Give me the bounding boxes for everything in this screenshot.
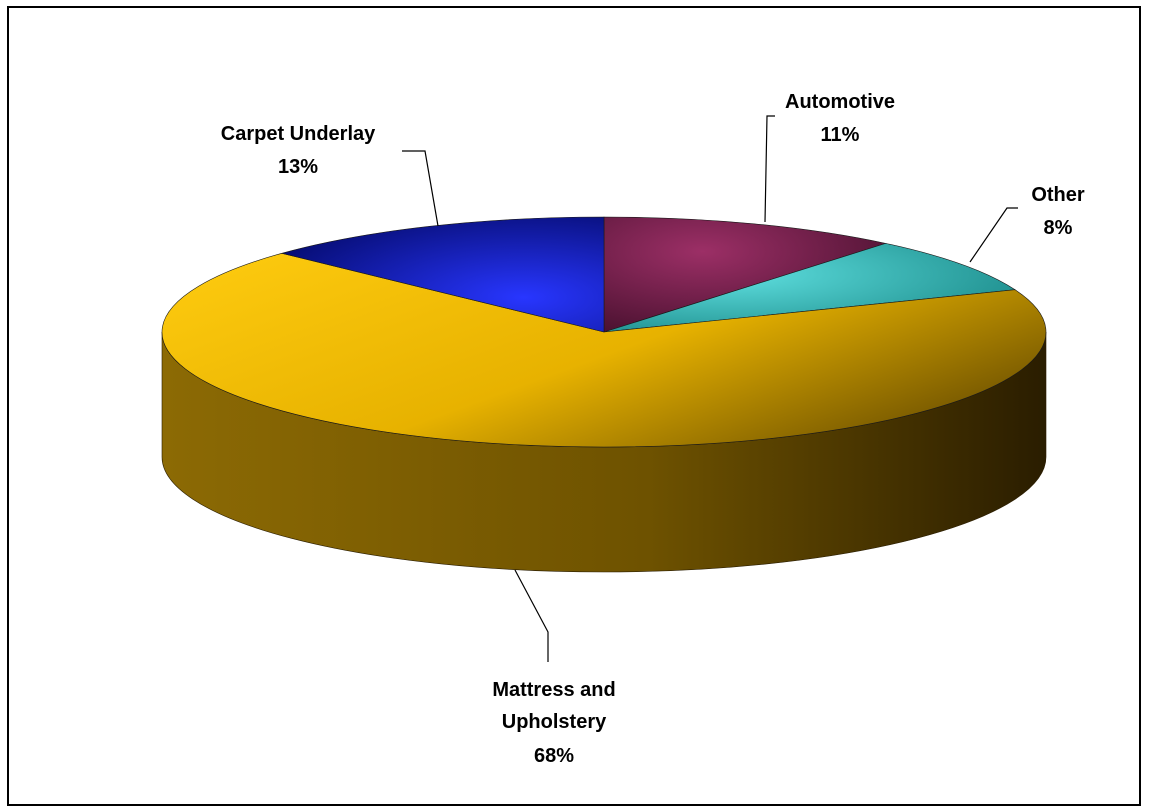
slice-name-0: Automotive — [785, 91, 895, 113]
slice-name-2: Mattress and — [492, 679, 615, 701]
slice-name-1: Other — [1031, 184, 1085, 206]
slice-name-3: Carpet Underlay — [221, 123, 376, 145]
leader-line-2 — [514, 569, 549, 662]
pie-top — [161, 216, 1047, 448]
slice-percent-0: 11% — [821, 124, 860, 146]
slice-percent-1: 8% — [1044, 217, 1073, 239]
slice-label-1: Other 8% — [1031, 184, 1085, 239]
slice-percent-3: 13% — [278, 156, 318, 178]
slice-labels: Automotive 11% Other 8% Mattress and Upholste… — [221, 91, 1085, 767]
slice-label-2: Mattress and Upholstery 68% — [492, 679, 615, 767]
leader-line-1 — [969, 207, 1018, 263]
slice-top-3 — [280, 216, 605, 333]
leader-line-3 — [402, 150, 439, 227]
pie-chart: Automotive 11% Other 8% Mattress and Upholste… — [161, 91, 1085, 767]
slice-label-3: Carpet Underlay 13% — [221, 123, 376, 178]
leader-line-0 — [764, 115, 775, 223]
slice-percent-2: 68% — [534, 745, 574, 767]
slice-top-1 — [603, 243, 1016, 333]
slice-top-0 — [603, 216, 887, 333]
slice-label-0: Automotive 11% — [785, 91, 895, 146]
slice-top-2 — [161, 252, 1047, 448]
slice-name-2: Upholstery — [502, 711, 607, 733]
leader-lines — [402, 115, 1018, 662]
